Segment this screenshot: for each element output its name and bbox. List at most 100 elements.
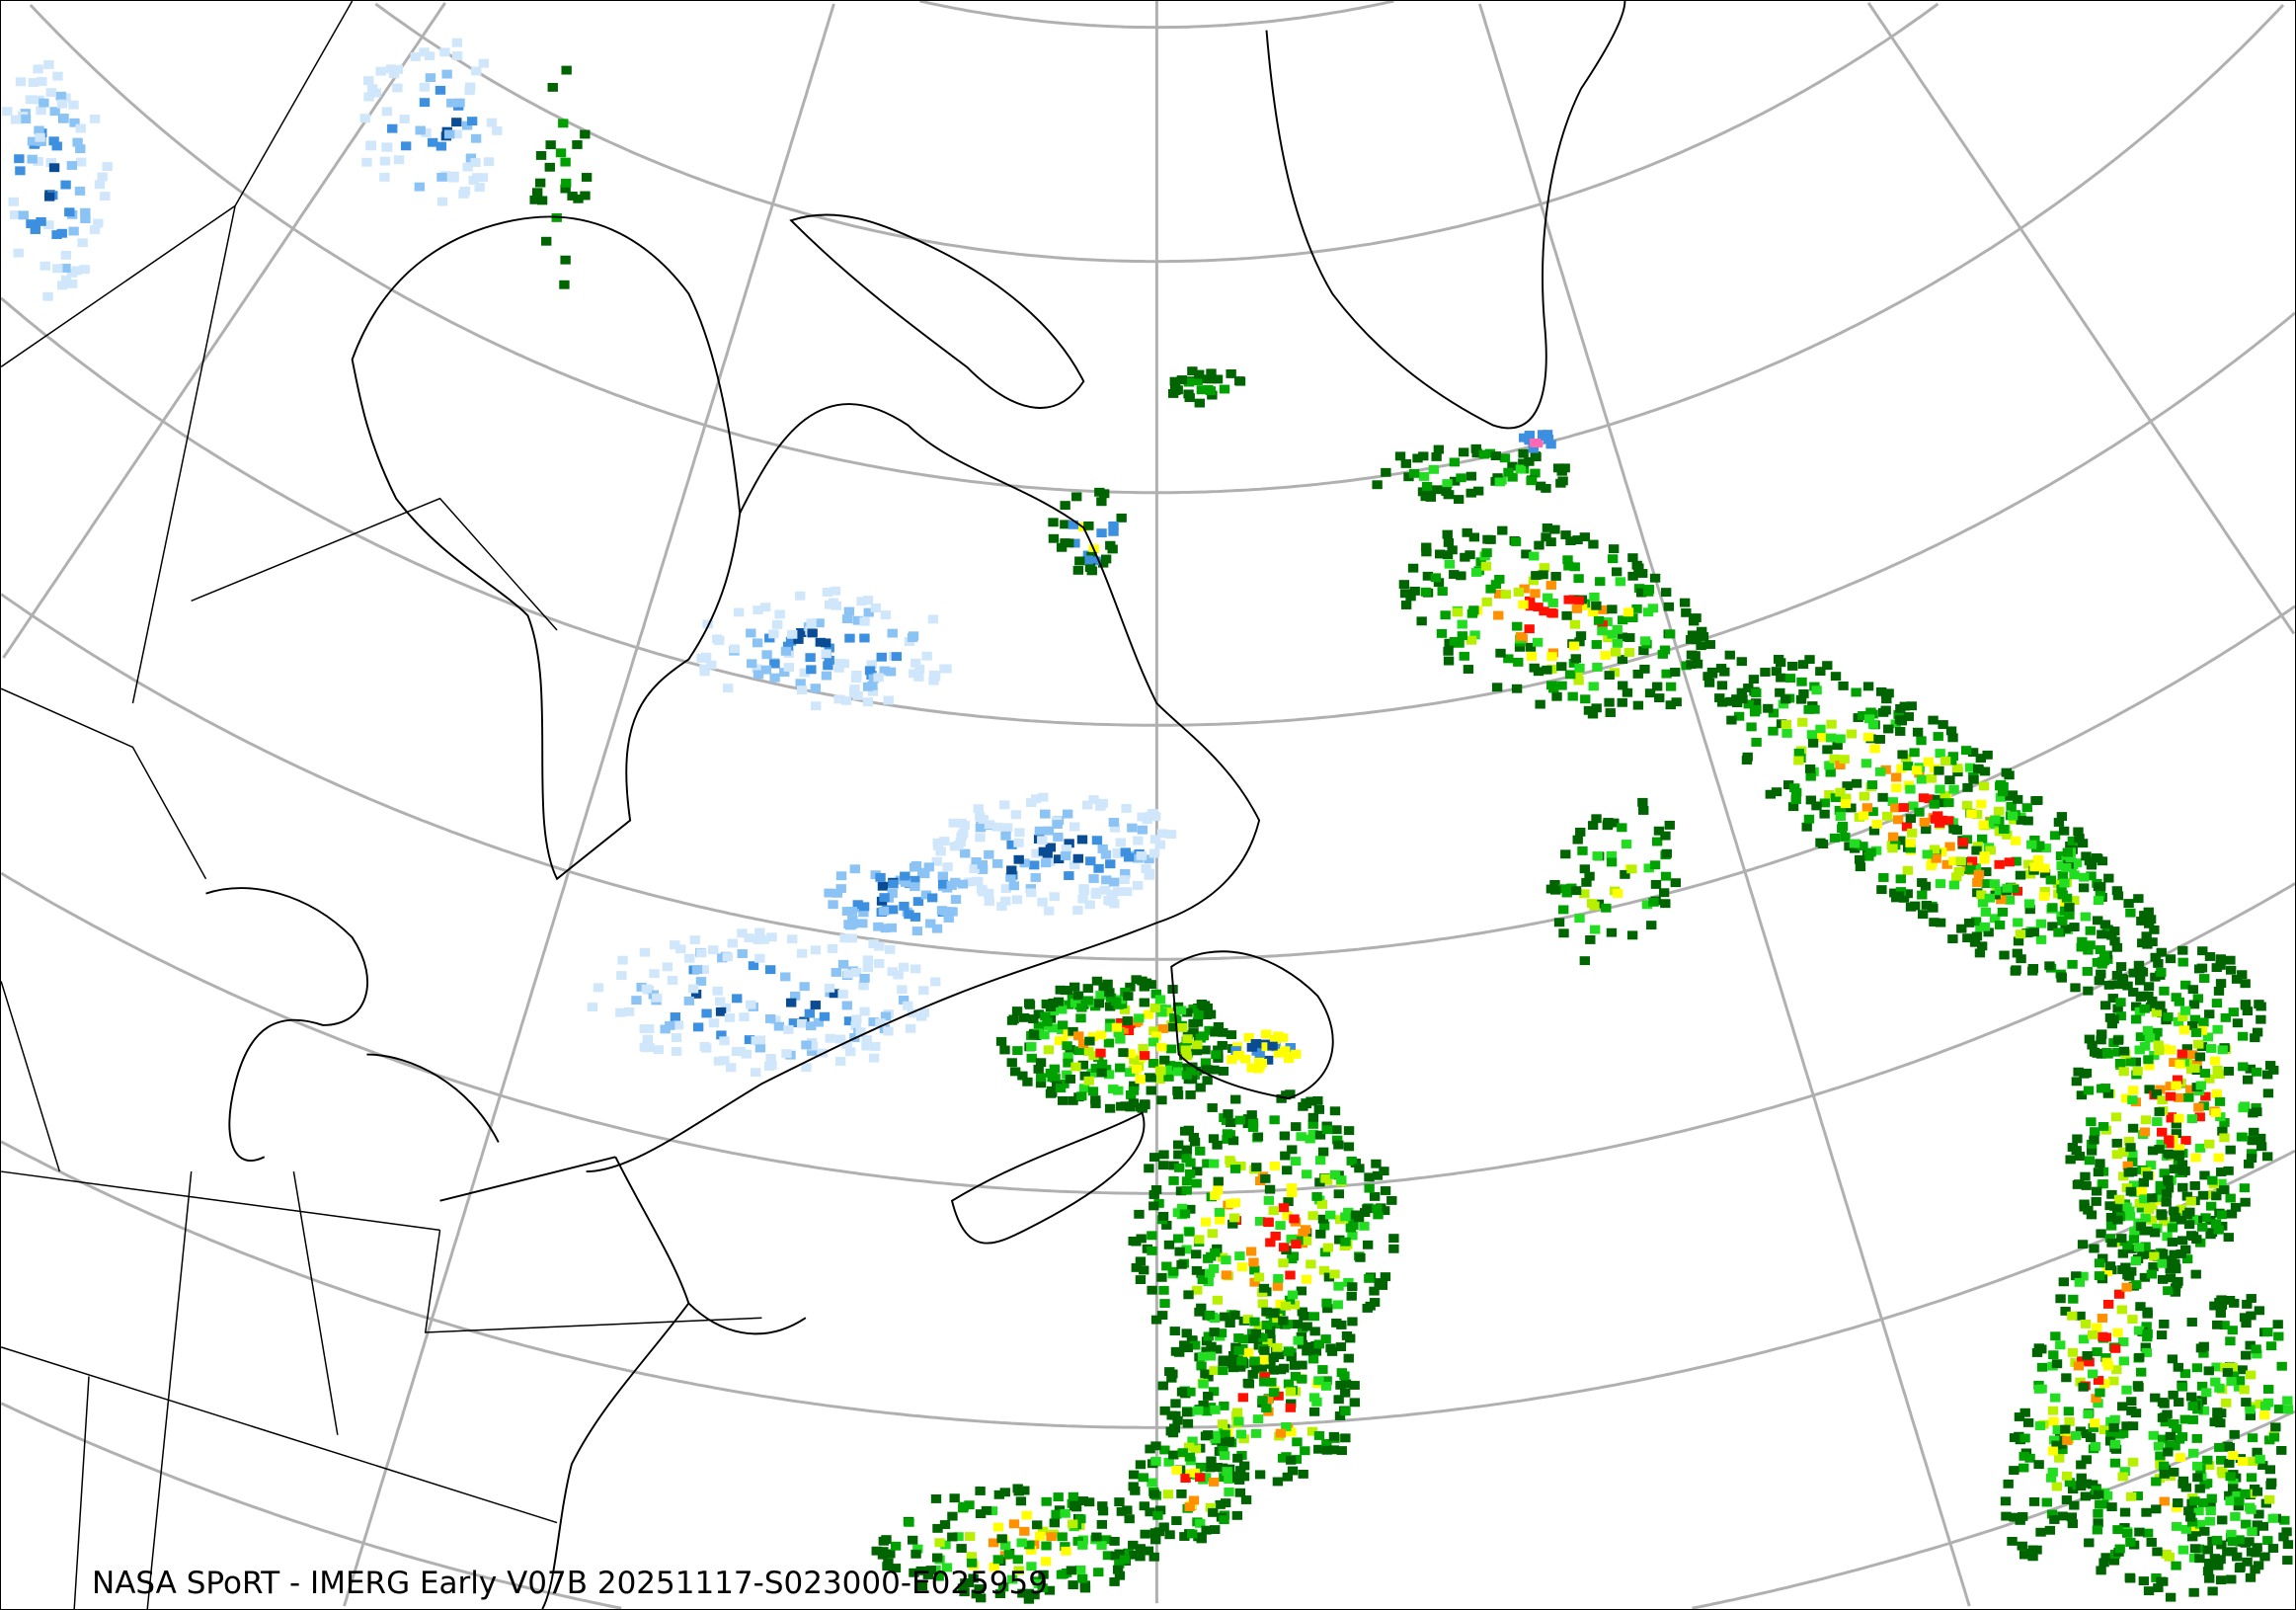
precip-cell [1077, 1060, 1089, 1070]
precip-cell [2159, 1496, 2170, 1506]
precip-cell [1147, 1231, 1157, 1241]
precip-cell [2111, 886, 2123, 896]
precip-cell [1266, 1377, 1277, 1387]
precip-cell [2169, 1206, 2179, 1216]
precip-cell [1653, 826, 1665, 836]
precip-cell [1201, 1407, 1213, 1416]
precip-cell [1665, 700, 1676, 710]
precip-cell [2215, 954, 2226, 964]
precip-cell [1418, 451, 1429, 461]
precip-cell [2140, 1213, 2151, 1223]
precip-cell [1274, 1350, 1285, 1360]
precip-cell [1347, 1282, 1358, 1292]
precip-cell [714, 636, 725, 645]
precip-cell [1858, 711, 1868, 720]
precip-cell [1420, 587, 1431, 597]
precip-cell [689, 935, 700, 945]
precip-cell [2144, 1033, 2156, 1043]
precip-cell [1181, 1185, 1192, 1195]
precip-cell [1042, 1017, 1053, 1027]
precip-cell [1637, 797, 1648, 807]
precip-cell [2263, 1385, 2274, 1394]
precip-cell [1076, 1003, 1087, 1012]
precip-cell [2246, 1489, 2257, 1498]
precip-cell [2156, 1330, 2168, 1339]
precip-cell [2211, 1362, 2222, 1372]
precip-cell [1935, 784, 1945, 794]
precip-cell [2013, 936, 2024, 946]
precip-cell [1168, 1450, 1179, 1460]
precip-cell [1170, 1399, 1181, 1409]
precip-cell [2051, 1482, 2063, 1491]
precip-cell [2150, 952, 2161, 962]
precip-cell [1612, 638, 1623, 648]
precip-cell [2169, 1165, 2179, 1174]
precip-cell [1212, 1463, 1223, 1472]
precip-cell [1553, 918, 1565, 927]
precip-cell [1174, 1247, 1185, 1256]
precip-cell [2076, 1090, 2088, 1100]
precip-cell [2150, 1393, 2161, 1403]
precip-cell [68, 226, 79, 236]
precip-cell [1291, 1455, 1303, 1464]
precip-cell [1811, 801, 1822, 811]
precip-cell [2148, 1430, 2159, 1440]
precip-cell [492, 125, 503, 135]
precip-cell [387, 123, 398, 133]
precip-cell [786, 998, 797, 1007]
precip-cell [1380, 1186, 1391, 1195]
precip-cell [1195, 1462, 1207, 1472]
precip-cell [2061, 1471, 2073, 1481]
precip-cell [948, 818, 959, 828]
precip-cell [1204, 1268, 1216, 1278]
precip-cell [1019, 1486, 1030, 1495]
precip-cell [2060, 1424, 2071, 1434]
precip-cell [1928, 715, 1939, 725]
precip-cell [2133, 1243, 2145, 1252]
precip-cell [1231, 1510, 1243, 1520]
precip-cell [1624, 633, 1635, 642]
precip-cell [2157, 1434, 2169, 1444]
precip-cell [1057, 1025, 1068, 1034]
precip-cell [2133, 1382, 2144, 1392]
precip-cell [719, 1056, 730, 1066]
precip-cell [1078, 1084, 1090, 1093]
precip-cell [1138, 1473, 1148, 1483]
precip-cell [1181, 1051, 1193, 1061]
precip-cell [1568, 641, 1580, 651]
precip-cell [956, 1544, 967, 1553]
precip-cell [992, 1522, 1004, 1532]
precip-cell [2204, 1074, 2215, 1084]
precip-cell [1898, 803, 1909, 812]
precip-cell [2084, 856, 2096, 866]
precip-cell [1541, 532, 1551, 542]
precip-cell [1333, 1395, 1344, 1405]
precip-cell [1369, 1191, 1381, 1201]
precip-cell [1804, 655, 1815, 665]
precip-cell [1287, 1145, 1298, 1155]
precip-cell [1219, 1515, 1229, 1525]
precip-cell [2143, 1055, 2154, 1065]
precip-cell [1372, 1170, 1384, 1180]
precip-cell [2177, 1432, 2188, 1441]
precip-cell [2202, 1545, 2214, 1555]
precip-cell [361, 157, 372, 167]
precip-cell [2009, 1466, 2019, 1476]
precip-cell [2130, 1002, 2142, 1011]
precip-cell [75, 123, 86, 133]
precip-cell [2129, 1227, 2140, 1237]
precip-cell [2143, 982, 2155, 992]
precip-cell [2244, 1159, 2255, 1168]
precip-cell [1805, 795, 1817, 805]
precip-cell [1148, 1201, 1159, 1211]
precip-cell [1106, 889, 1117, 899]
precip-cell [992, 1555, 1003, 1565]
precip-cell [708, 945, 719, 955]
precip-cell [1128, 1540, 1139, 1550]
precip-cell [2117, 1402, 2128, 1411]
longitude-line [343, 3, 835, 1607]
precip-cell [2199, 1170, 2210, 1180]
precip-cell [1369, 1286, 1380, 1296]
precip-cell [1192, 1167, 1203, 1176]
precip-cell [1179, 1126, 1191, 1136]
